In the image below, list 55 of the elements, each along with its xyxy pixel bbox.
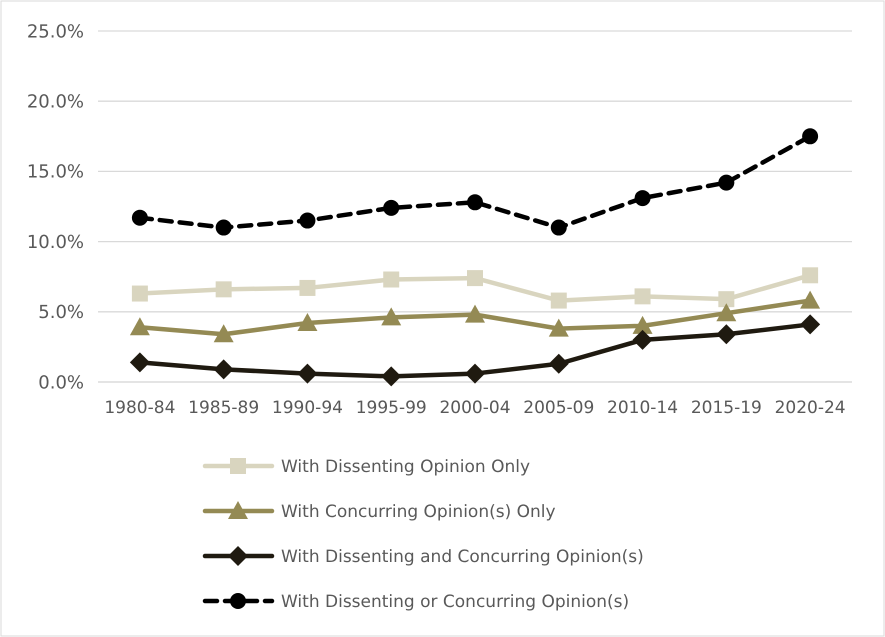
legend-label: With Dissenting Opinion Only (281, 456, 530, 477)
point (632, 316, 653, 334)
point (634, 288, 651, 304)
point (802, 128, 818, 144)
x-tick-label: 2015-19 (690, 398, 762, 418)
point (800, 290, 820, 309)
x-tick-label: 1985-89 (188, 398, 260, 418)
y-tick-label: 25.0% (26, 21, 84, 42)
x-tick-label: 2005-09 (523, 398, 594, 418)
point (800, 314, 820, 334)
point (132, 286, 148, 302)
x-tick-label: 1990-94 (272, 398, 343, 418)
point (216, 220, 232, 236)
point (130, 317, 150, 336)
legend-label: With Dissenting and Concurring Opinion(s) (281, 546, 644, 567)
point (297, 364, 318, 384)
point (716, 303, 736, 322)
point (802, 267, 818, 284)
point (550, 220, 567, 236)
point (548, 354, 569, 374)
point (467, 194, 483, 210)
point (718, 291, 734, 308)
point (718, 174, 734, 191)
x-tick-label: 1995-99 (356, 398, 427, 418)
point (383, 272, 400, 288)
point (297, 313, 318, 332)
point (467, 270, 483, 286)
x-tick-label: 1980-84 (104, 398, 176, 418)
point (383, 200, 400, 216)
point (716, 324, 736, 344)
point (381, 366, 402, 386)
point (634, 190, 651, 206)
point (465, 304, 485, 323)
point (381, 307, 402, 326)
point (550, 292, 567, 309)
point (132, 210, 148, 226)
x-tick-label: 2000-04 (439, 398, 511, 418)
y-tick-label: 0.0% (38, 372, 84, 394)
y-tick-label: 15.0% (26, 162, 84, 183)
point (214, 359, 234, 380)
point (548, 318, 569, 337)
point (632, 330, 653, 350)
x-tick-label: 2020-24 (774, 398, 846, 418)
point (299, 212, 316, 229)
legend-label: With Concurring Opinion(s) Only (281, 502, 556, 522)
point (130, 352, 150, 372)
point (216, 281, 232, 298)
y-tick-label: 10.0% (26, 232, 84, 253)
legend-label: With Dissenting or Concurring Opinion(s) (281, 592, 630, 612)
x-tick-label: 2010-14 (607, 398, 678, 418)
point (465, 364, 485, 384)
y-tick-label: 20.0% (26, 92, 84, 112)
point (299, 280, 316, 296)
y-tick-label: 5.0% (38, 302, 84, 324)
point (214, 324, 234, 342)
